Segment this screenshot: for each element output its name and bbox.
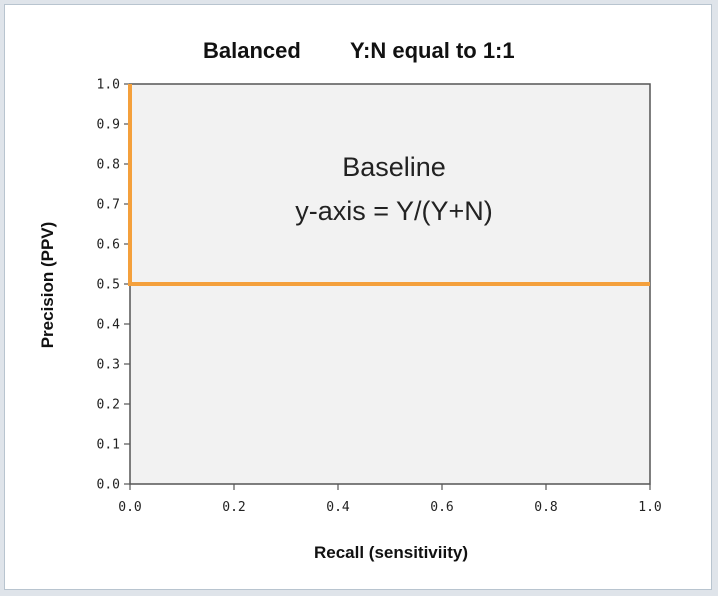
x-axis-ticks: 0.0 0.2 0.4 0.6 0.8 1.0: [118, 484, 662, 515]
chart-title-ratio: Y:N equal to 1:1: [350, 38, 515, 63]
y-tick-label: 0.2: [97, 398, 120, 413]
y-axis-ticks: 0.0 0.1 0.2 0.3 0.4 0.5 0.6 0.7 0.8 0.9 1.0: [97, 78, 130, 493]
baseline-annotation: Baseline y-axis = Y/(Y+N): [295, 152, 493, 226]
x-tick-label: 0.4: [326, 500, 350, 515]
x-tick-label: 0.6: [430, 500, 453, 515]
y-tick-label: 0.3: [97, 358, 120, 373]
series-group: [128, 84, 650, 286]
annotation-line: y-axis = Y/(Y+N): [295, 196, 493, 226]
x-tick-label: 0.8: [534, 500, 557, 515]
y-tick-label: 0.8: [97, 158, 120, 173]
y-tick-label: 1.0: [97, 78, 120, 93]
y-tick-label: 0.0: [97, 478, 120, 493]
y-tick-label: 0.4: [97, 318, 121, 333]
series-line: [128, 84, 650, 286]
y-tick-label: 0.9: [97, 118, 120, 133]
chart-title-balanced: Balanced: [203, 38, 301, 63]
y-tick-label: 0.7: [97, 198, 120, 213]
y-tick-label: 0.5: [97, 278, 120, 293]
y-axis-title: Precision (PPV): [38, 222, 57, 349]
y-tick-label: 0.1: [97, 438, 120, 453]
y-tick-label: 0.6: [97, 238, 120, 253]
x-tick-label: 0.2: [222, 500, 245, 515]
annotation-line: Baseline: [342, 152, 446, 182]
x-axis-title: Recall (sensitiviity): [314, 543, 468, 562]
x-tick-label: 1.0: [638, 500, 661, 515]
x-tick-label: 0.0: [118, 500, 141, 515]
